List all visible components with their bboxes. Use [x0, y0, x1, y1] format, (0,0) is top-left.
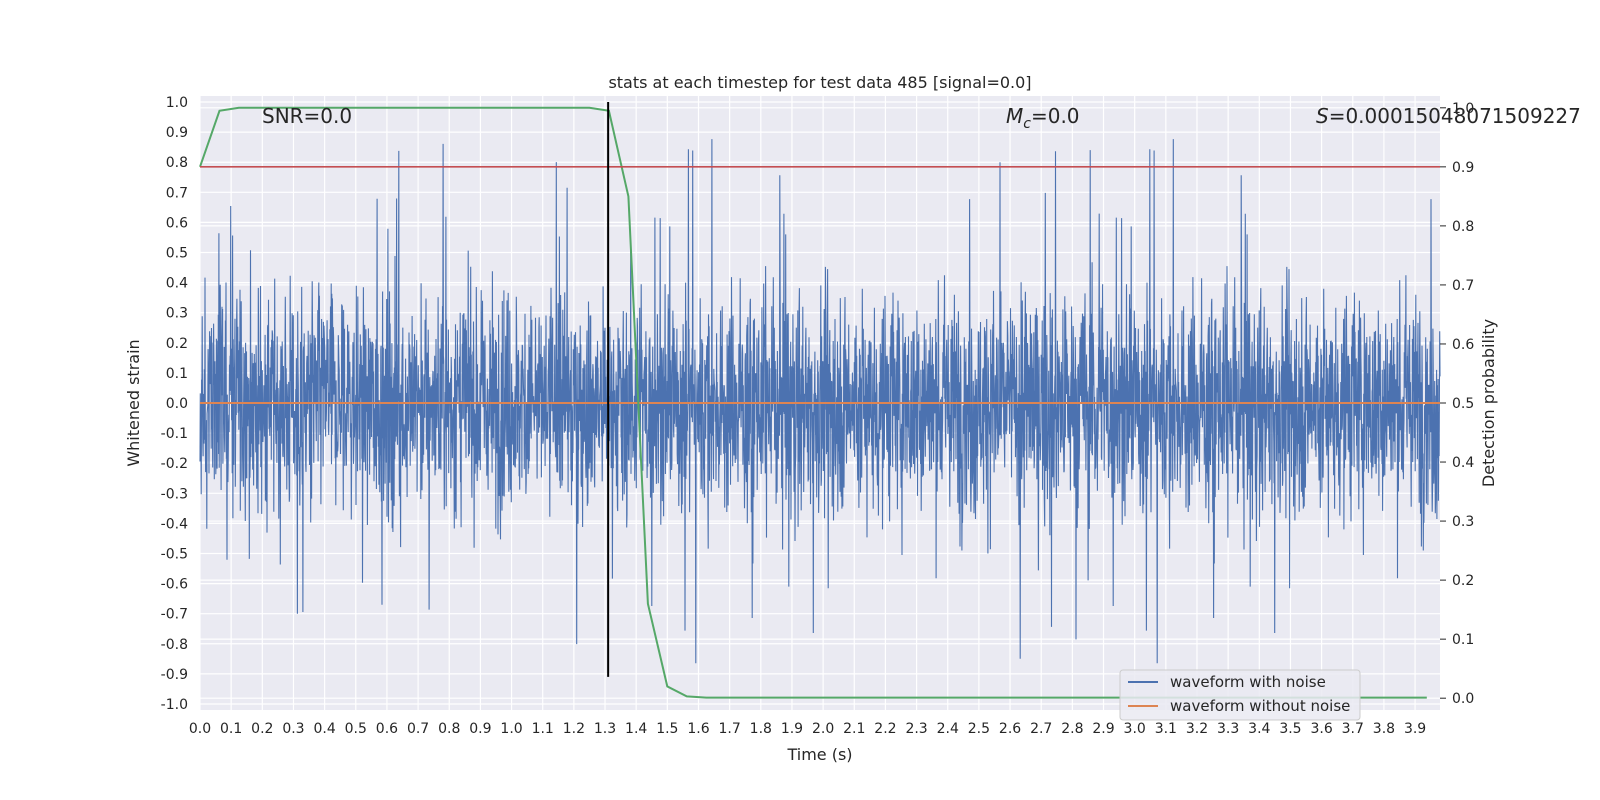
legend-label-clean: waveform without noise [1170, 697, 1350, 715]
x-tick-label: 2.2 [874, 721, 896, 737]
series-waveform-with-noise [199, 139, 1441, 664]
y-tick-label: 0.8 [166, 155, 188, 171]
x-tick-label: 1.0 [500, 721, 522, 737]
x-tick-label: 3.4 [1248, 721, 1270, 737]
x-tick-labels: 0.0 0.1 0.2 0.3 0.4 0.5 0.6 0.7 0.8 0.9 1.0 1.1 1.2 1… [189, 721, 1426, 737]
x-tick-label: 3.6 [1310, 721, 1332, 737]
snr-annotation: SNR=0.0 [262, 104, 352, 128]
y-tick-label: -0.4 [161, 516, 188, 532]
y-tick-label: 0.6 [166, 215, 188, 231]
y-tick-label: 1.0 [166, 95, 188, 111]
y-tick-label: 0.1 [166, 366, 188, 382]
s-annotation: S=0.00015048071509227 [1316, 104, 1581, 128]
x-axis-label: Time (s) [786, 745, 852, 764]
x-tick-label: 2.9 [1092, 721, 1114, 737]
x-tick-label: 3.5 [1279, 721, 1301, 737]
y2-tick-label: 0.3 [1452, 514, 1474, 530]
x-tick-label: 1.1 [532, 721, 554, 737]
x-tick-label: 1.4 [625, 721, 647, 737]
y2-tick-label: 0.8 [1452, 219, 1474, 235]
x-tick-label: 2.0 [812, 721, 834, 737]
y-tick-label: -0.8 [161, 637, 188, 653]
y-tick-label: -0.1 [161, 426, 188, 442]
y2-tick-label: 0.1 [1452, 632, 1474, 648]
x-tick-label: 2.3 [905, 721, 927, 737]
x-tick-label: 0.6 [376, 721, 398, 737]
y2-tick-label: 0.6 [1452, 337, 1474, 353]
x-tick-label: 1.8 [750, 721, 772, 737]
y-tick-labels: -1.0 -0.9 -0.8 -0.7 -0.6 -0.5 -0.4 -0.3 -0.2 -0.1… [161, 95, 188, 713]
y2-tick-label: 0.7 [1452, 278, 1474, 294]
x-tick-label: 1.9 [781, 721, 803, 737]
y-tick-label: -0.2 [161, 456, 188, 472]
y-tick-label: -1.0 [161, 697, 188, 713]
y-tick-label: -0.9 [161, 667, 188, 683]
x-tick-label: 3.0 [1124, 721, 1146, 737]
x-tick-label: 2.5 [968, 721, 990, 737]
x-tick-label: 3.2 [1186, 721, 1208, 737]
x-tick-label: 1.3 [594, 721, 616, 737]
x-tick-label: 2.4 [937, 721, 959, 737]
y-tick-label: -0.6 [161, 577, 188, 593]
x-tick-label: 2.7 [1030, 721, 1052, 737]
x-tick-label: 0.2 [251, 721, 273, 737]
x-tick-label: 1.6 [687, 721, 709, 737]
x-tick-label: 0.7 [407, 721, 429, 737]
x-tick-label: 1.5 [656, 721, 678, 737]
y2-tick-label: 0.0 [1452, 691, 1474, 707]
y2-tick-labels: 0.0 0.1 0.2 0.3 0.4 0.5 0.6 0.7 0.8 0.9 1.0 [1440, 101, 1474, 707]
x-tick-label: 3.9 [1404, 721, 1426, 737]
y-tick-label: 0.3 [166, 306, 188, 322]
legend: waveform with noise waveform without noi… [1119, 669, 1361, 721]
y2-tick-label: 0.4 [1452, 455, 1474, 471]
mc-symbol: M [1006, 104, 1023, 128]
y-tick-label: 0.4 [166, 276, 188, 292]
x-tick-label: 0.5 [345, 721, 367, 737]
y2-tick-label: 1.0 [1452, 101, 1474, 117]
chart-title: stats at each timestep for test data 485… [608, 73, 1031, 92]
x-tick-label: 3.3 [1217, 721, 1239, 737]
y-tick-label: 0.7 [166, 185, 188, 201]
y-tick-label: 0.9 [166, 125, 188, 141]
legend-box [1119, 669, 1361, 721]
x-tick-label: 1.2 [563, 721, 585, 737]
y-tick-label: 0.5 [166, 246, 188, 262]
y-tick-label: -0.5 [161, 546, 188, 562]
y2-axis-label: Detection probability [1479, 319, 1498, 487]
x-tick-label: 0.4 [313, 721, 335, 737]
y2-tick-label: 0.9 [1452, 160, 1474, 176]
mc-annotation: Mc=0.0 [1006, 104, 1080, 132]
x-tick-label: 0.1 [220, 721, 242, 737]
x-tick-label: 2.1 [843, 721, 865, 737]
y2-tick-label: 0.2 [1452, 573, 1474, 589]
x-tick-label: 0.9 [469, 721, 491, 737]
x-tick-label: 1.7 [719, 721, 741, 737]
y-tick-label: -0.7 [161, 607, 188, 623]
y-tick-label: 0.2 [166, 336, 188, 352]
x-tick-label: 3.7 [1342, 721, 1364, 737]
x-tick-label: 0.3 [282, 721, 304, 737]
x-tick-label: 3.8 [1373, 721, 1395, 737]
mc-subscript: c [1023, 116, 1031, 132]
mc-value: =0.0 [1031, 104, 1080, 128]
x-tick-label: 2.6 [999, 721, 1021, 737]
y2-tick-label: 0.5 [1452, 396, 1474, 412]
y-tick-label: 0.0 [166, 396, 188, 412]
x-tick-label: 3.1 [1155, 721, 1177, 737]
x-tick-label: 2.8 [1061, 721, 1083, 737]
x-tick-label: 0.0 [189, 721, 211, 737]
s-symbol: S [1316, 104, 1329, 128]
s-value: =0.00015048071509227 [1329, 104, 1581, 128]
legend-label-noise: waveform with noise [1170, 673, 1326, 691]
y-tick-label: -0.3 [161, 486, 188, 502]
x-tick-label: 0.8 [438, 721, 460, 737]
y-axis-label: Whitened strain [124, 339, 143, 466]
